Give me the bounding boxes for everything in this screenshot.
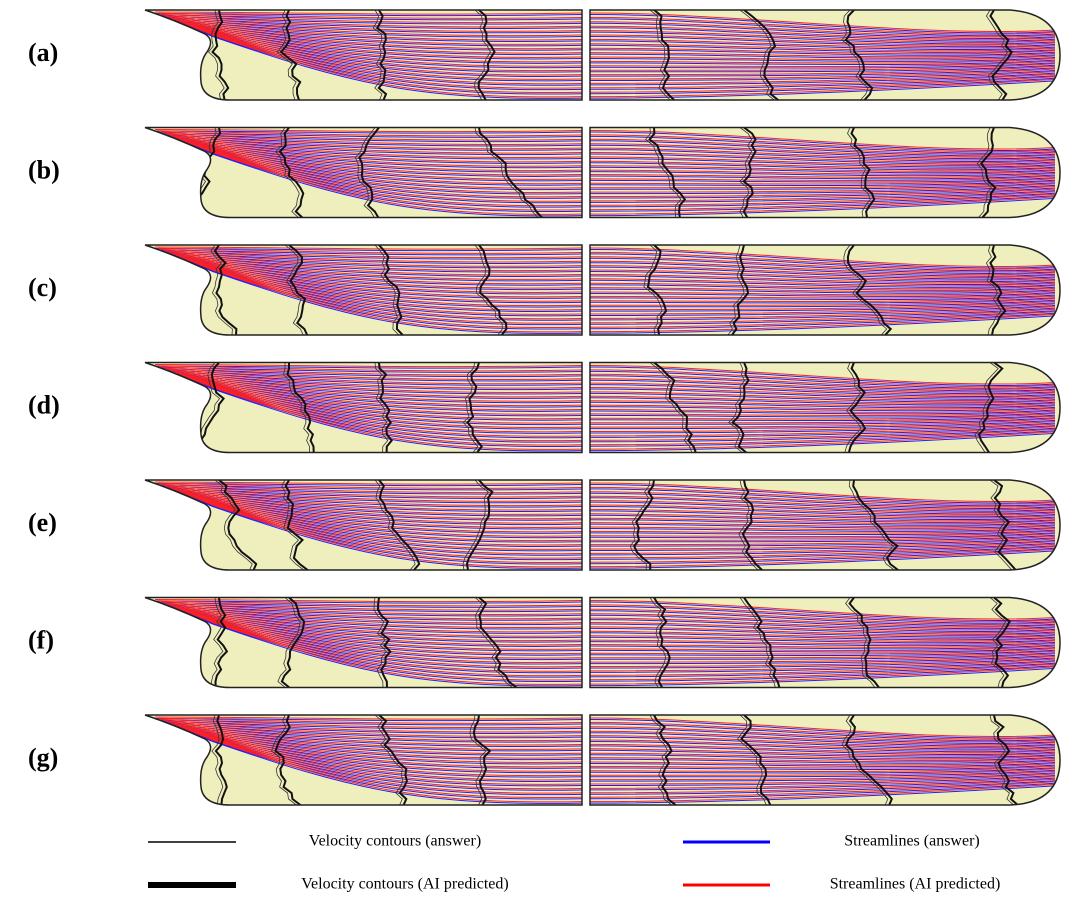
row-label: (f) xyxy=(28,625,54,654)
hull-panel xyxy=(590,128,1060,218)
row-label: (d) xyxy=(28,390,60,419)
hull-panel xyxy=(145,598,585,688)
hull-panel xyxy=(145,245,585,335)
row-label: (g) xyxy=(28,743,58,772)
legend-label: Velocity contours (AI predicted) xyxy=(301,876,508,893)
hull-panel xyxy=(590,715,1060,805)
rows: (a) (b) (c) (d) (e) (f) (g) xyxy=(28,10,1060,805)
hull-panel xyxy=(590,245,1060,335)
legend-label: Streamlines (AI predicted) xyxy=(830,876,1001,893)
row-label: (e) xyxy=(28,508,57,537)
legend-label: Streamlines (answer) xyxy=(844,833,980,850)
hull-panel xyxy=(145,128,585,218)
row-label: (c) xyxy=(28,273,57,302)
hull-panel xyxy=(145,363,585,453)
row-label: (b) xyxy=(28,155,60,184)
hull-panel xyxy=(590,363,1060,453)
row-label: (a) xyxy=(28,38,58,67)
hull-panel xyxy=(145,480,585,570)
legend-label: Velocity contours (answer) xyxy=(309,833,481,850)
figure: (a) (b) (c) (d) (e) (f) (g) Velocity contours … xyxy=(0,0,1072,898)
hull-panel xyxy=(590,598,1060,688)
legend: Velocity contours (answer) Streamlines (… xyxy=(148,833,1000,893)
hull-panel xyxy=(590,10,1060,100)
hull-panel xyxy=(590,480,1060,570)
hull-panel xyxy=(145,715,585,805)
hull-panel xyxy=(145,10,585,100)
